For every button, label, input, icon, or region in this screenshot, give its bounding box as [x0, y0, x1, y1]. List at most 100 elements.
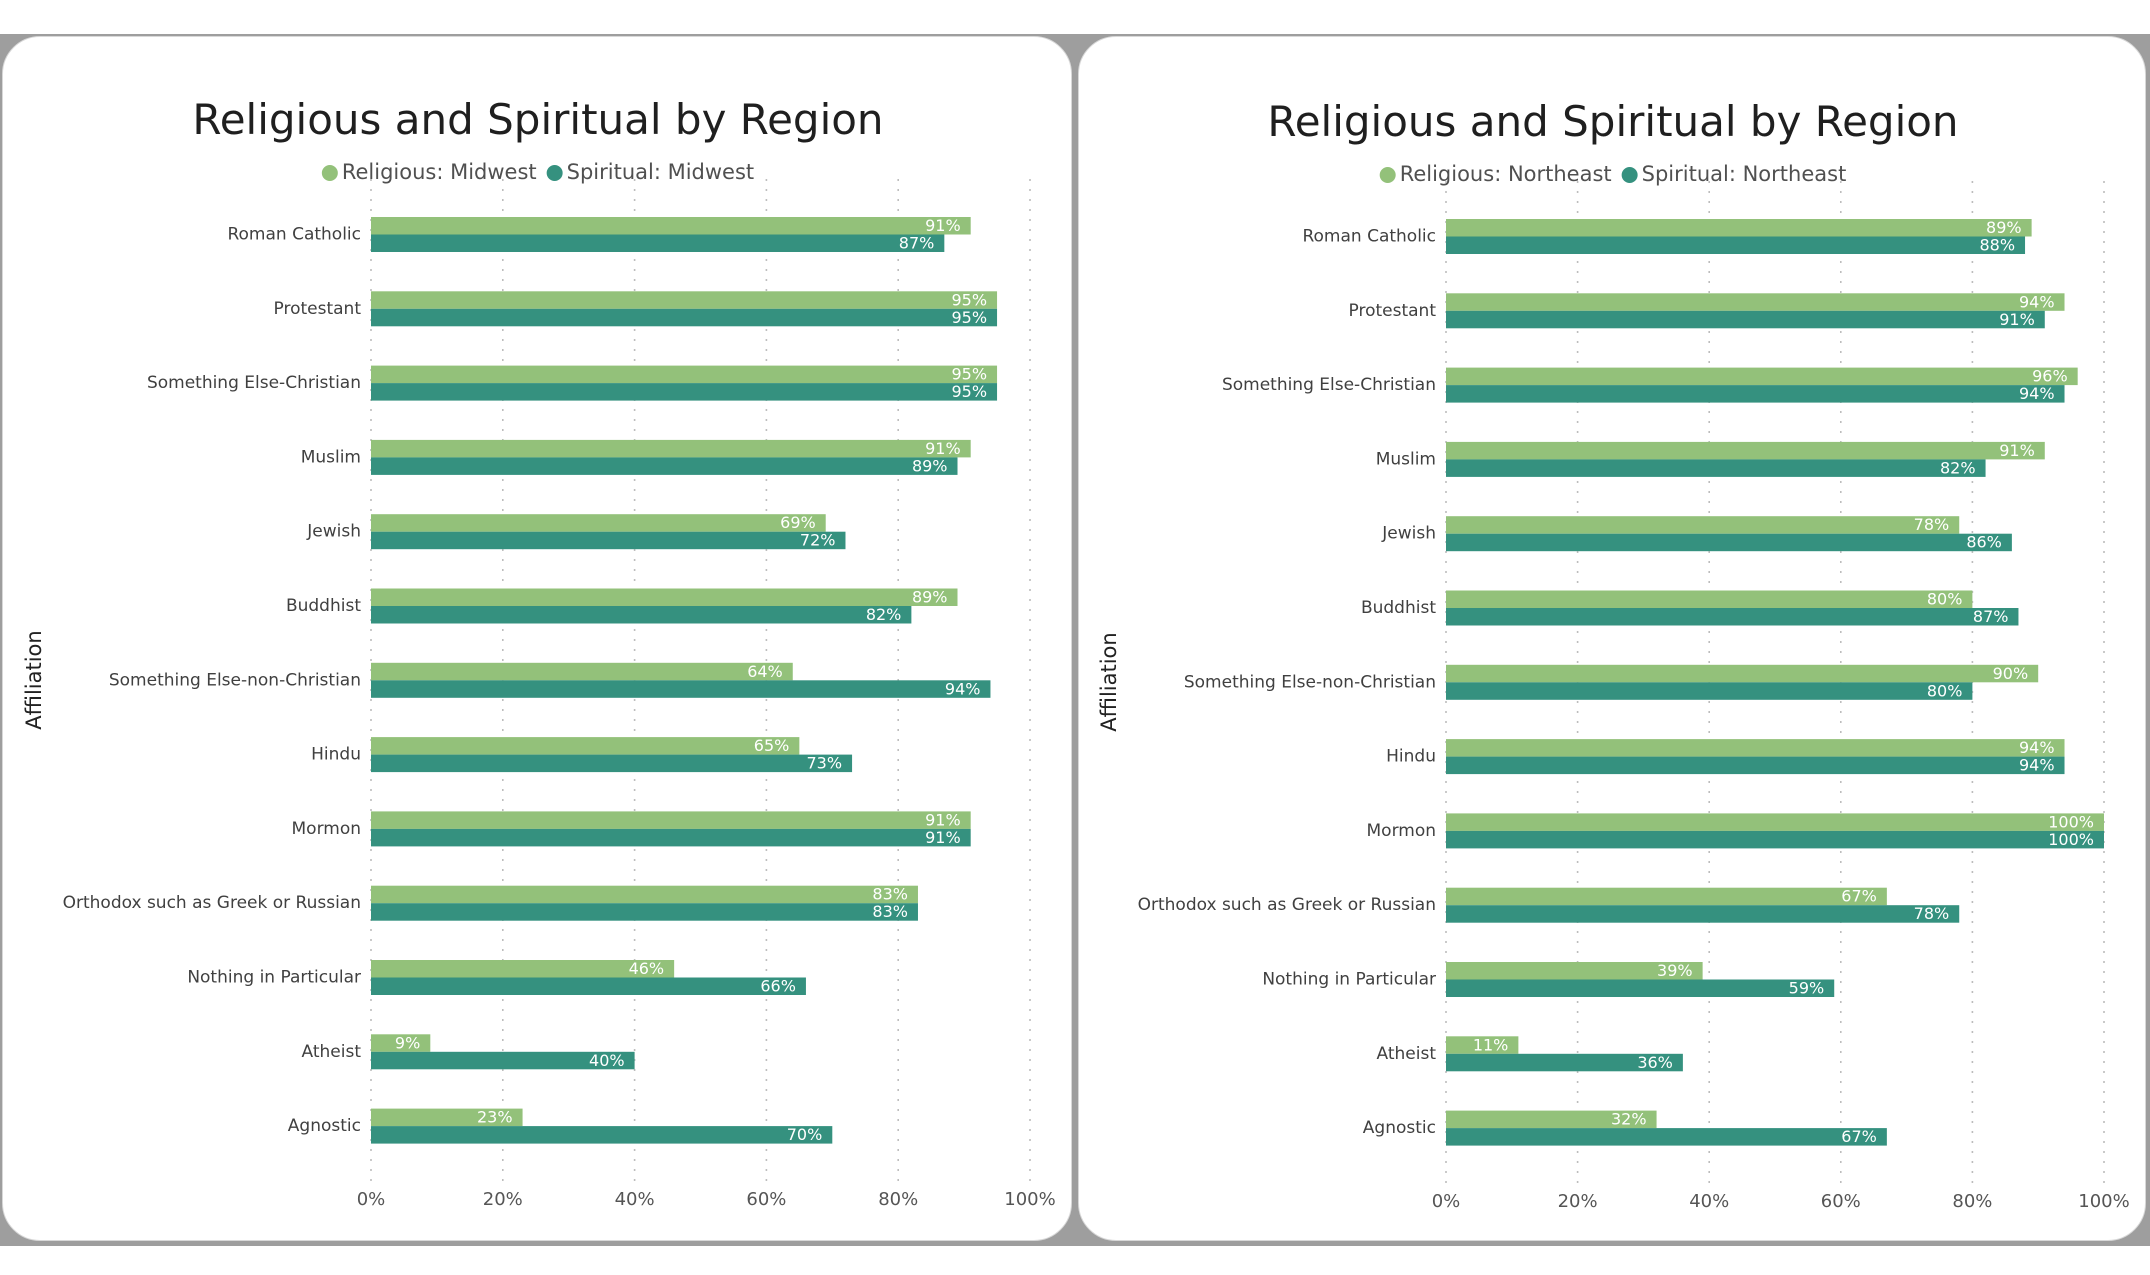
bar-spiritual[interactable]	[371, 754, 853, 773]
bar-spiritual[interactable]	[1446, 979, 1835, 998]
bar-spiritual[interactable]	[1446, 682, 1973, 700]
data-label-religious: 96%	[2032, 367, 2068, 386]
bar-spiritual[interactable]	[371, 680, 991, 698]
chart-card-northeast[interactable]: Religious and Spiritual by Region Religi…	[1078, 36, 2146, 1241]
data-label-religious: 11%	[1473, 1035, 1509, 1054]
bar-spiritual[interactable]	[371, 308, 998, 327]
data-label-spiritual: 94%	[945, 679, 981, 698]
category-group-nothing-in-particular: Nothing in Particular 46% 66%	[187, 959, 806, 996]
bar-spiritual[interactable]	[371, 1051, 635, 1070]
bar-spiritual[interactable]	[1446, 756, 2065, 775]
bar-religious[interactable]	[371, 365, 998, 384]
bar-spiritual[interactable]	[1446, 533, 2012, 552]
bar-spiritual[interactable]	[1446, 310, 2045, 329]
bar-spiritual[interactable]	[371, 531, 846, 550]
bar-religious[interactable]	[1446, 293, 2065, 311]
category-label: Protestant	[1349, 301, 1437, 321]
bar-religious[interactable]	[1446, 813, 2104, 831]
bar-spiritual[interactable]	[371, 1126, 833, 1144]
plot-area: Roman Catholic 89%88%Protestant 94%91%Some…	[1138, 218, 2104, 1146]
data-label-spiritual: 94%	[2019, 384, 2055, 403]
data-label-spiritual: 89%	[912, 456, 948, 475]
bar-spiritual[interactable]	[371, 457, 958, 475]
bar-spiritual[interactable]	[1446, 830, 2104, 849]
bar-religious[interactable]	[1446, 219, 2032, 237]
category-group-hindu: Hindu 94%94%	[1386, 738, 2065, 775]
bar-spiritual[interactable]	[1446, 236, 2026, 255]
bar-religious[interactable]	[371, 1108, 523, 1127]
bar-spiritual[interactable]	[371, 383, 998, 401]
chart-title: Religious and Spiritual by Region	[1267, 97, 1958, 146]
chart-card-midwest[interactable]: Religious and Spiritual by Region Religi…	[2, 36, 1072, 1241]
bar-religious[interactable]	[1446, 962, 1703, 980]
bar-spiritual[interactable]	[1446, 1053, 1683, 1072]
bar-spiritual[interactable]	[1446, 905, 1960, 923]
bar-religious[interactable]	[371, 588, 958, 607]
bar-religious[interactable]	[371, 960, 675, 978]
legend-label-religious[interactable]: Religious: Midwest	[342, 160, 537, 184]
bar-religious[interactable]	[371, 811, 971, 829]
bar-religious[interactable]	[1446, 441, 2045, 460]
legend-marker-spiritual[interactable]	[546, 165, 563, 181]
data-label-spiritual: 80%	[1927, 681, 1963, 700]
legend-marker-religious[interactable]	[321, 165, 338, 181]
bar-spiritual[interactable]	[371, 234, 945, 253]
data-label-religious: 65%	[754, 736, 790, 755]
bar-spiritual[interactable]	[371, 977, 806, 996]
data-label-spiritual: 88%	[1979, 236, 2015, 255]
bar-religious[interactable]	[371, 1034, 431, 1052]
x-tick-label: 0%	[357, 1189, 386, 1210]
data-label-spiritual: 78%	[1914, 904, 1950, 923]
bar-religious[interactable]	[371, 885, 918, 904]
data-label-spiritual: 87%	[899, 234, 935, 253]
legend-marker-religious[interactable]	[1379, 167, 1396, 183]
bar-religious[interactable]	[371, 291, 998, 309]
x-tick-label: 60%	[1821, 1191, 1861, 1212]
data-label-religious: 23%	[477, 1108, 513, 1127]
category-group-something-else-christian: Something Else-Christian 95%95%	[147, 365, 998, 401]
bar-spiritual[interactable]	[1446, 385, 2065, 403]
bar-religious[interactable]	[1446, 590, 1973, 609]
bar-religious[interactable]	[1446, 1036, 1519, 1054]
category-group-mormon: Mormon 91%91%	[292, 810, 971, 847]
category-group-buddhist: Buddhist 80% 87%	[1361, 590, 2019, 626]
bar-spiritual[interactable]	[371, 828, 971, 847]
category-group-jewish: Jewish 78% 86%	[1381, 515, 2012, 552]
data-label-religious: 91%	[1999, 441, 2035, 460]
x-tick-label: 80%	[1952, 1191, 1992, 1212]
data-label-religious: 90%	[1993, 664, 2029, 683]
legend-label-religious[interactable]: Religious: Northeast	[1400, 162, 1612, 186]
bar-religious[interactable]	[1446, 367, 2078, 386]
bar-spiritual[interactable]	[1446, 459, 1986, 477]
legend-marker-spiritual[interactable]	[1621, 167, 1638, 183]
bar-religious[interactable]	[371, 662, 793, 681]
category-label: Roman Catholic	[227, 225, 361, 245]
bar-religious[interactable]	[1446, 516, 1960, 534]
legend-label-spiritual[interactable]: Spiritual: Midwest	[567, 160, 755, 184]
bar-religious[interactable]	[371, 439, 971, 458]
bar-spiritual[interactable]	[1446, 608, 2019, 626]
category-label: Hindu	[311, 745, 361, 765]
x-tick-label: 20%	[483, 1189, 523, 1210]
bar-religious[interactable]	[1446, 664, 2039, 683]
bar-religious[interactable]	[1446, 739, 2065, 757]
category-label: Agnostic	[288, 1116, 361, 1136]
bar-religious[interactable]	[1446, 1110, 1657, 1129]
bar-religious[interactable]	[371, 514, 826, 532]
data-label-religious: 95%	[951, 290, 987, 309]
category-label: Agnostic	[1363, 1118, 1436, 1138]
category-label: Jewish	[1381, 524, 1436, 544]
bar-religious[interactable]	[371, 217, 971, 235]
legend-label-spiritual[interactable]: Spiritual: Northeast	[1642, 162, 1847, 186]
data-label-religious: 89%	[912, 588, 948, 607]
bar-spiritual[interactable]	[371, 903, 918, 921]
bar-religious[interactable]	[371, 737, 800, 755]
bar-spiritual[interactable]	[1446, 1128, 1887, 1146]
category-label: Muslim	[301, 447, 361, 467]
bar-religious[interactable]	[1446, 887, 1887, 906]
chart-title: Religious and Spiritual by Region	[192, 95, 883, 144]
bar-spiritual[interactable]	[371, 606, 912, 624]
category-group-protestant: Protestant 95%95%	[274, 290, 998, 327]
data-label-religious: 100%	[2048, 812, 2094, 831]
category-group-roman-catholic: Roman Catholic 89%88%	[1302, 218, 2032, 255]
